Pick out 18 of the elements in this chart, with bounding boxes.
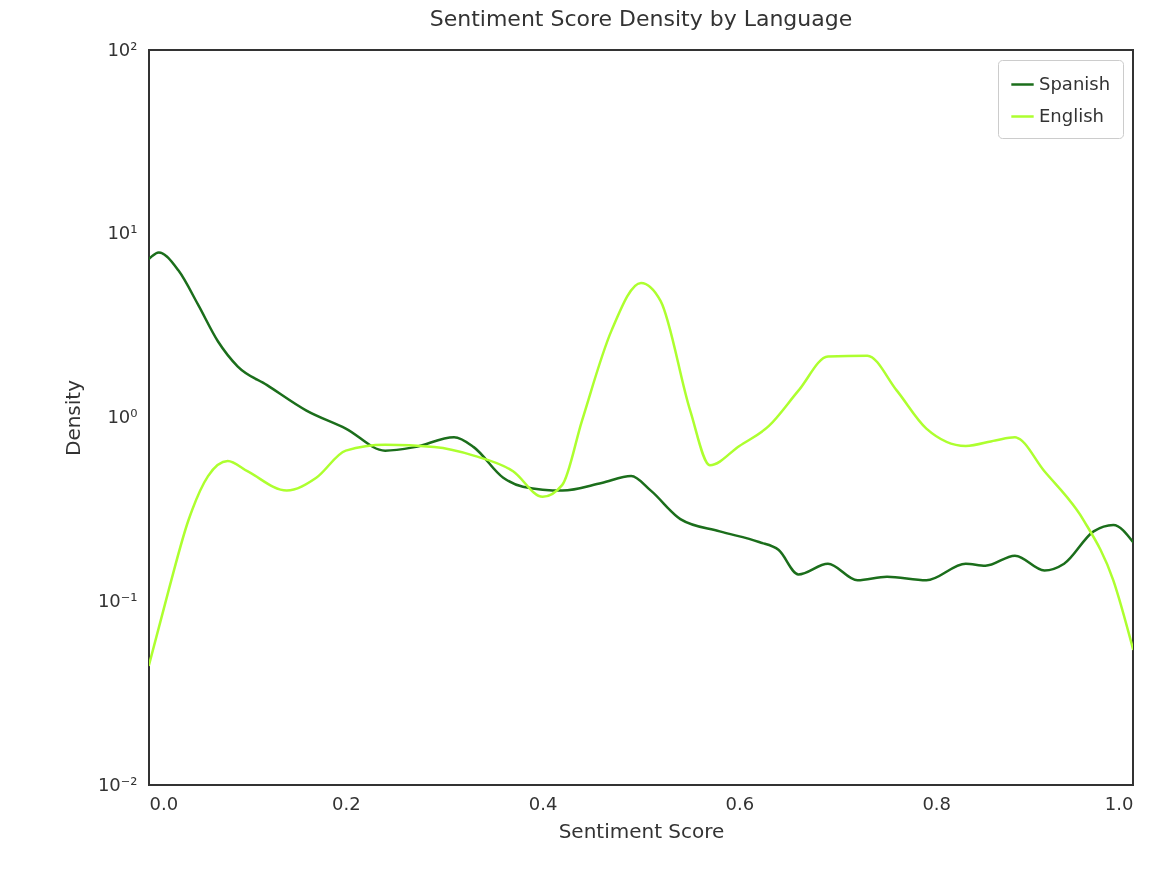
y-tick-label: 10⁻² (97, 773, 138, 795)
x-axis-title: Sentiment Score (558, 818, 725, 843)
x-tick-label: 0.6 (725, 792, 755, 814)
chart-title: Sentiment Score Density by Language (429, 6, 853, 31)
x-tick-label: 0.4 (528, 792, 558, 814)
y-tick-label: 10⁻¹ (97, 589, 138, 611)
y-axis-title: Density (60, 379, 85, 457)
x-tick-label: 0.0 (149, 792, 179, 814)
legend-label: English (1039, 104, 1104, 126)
line-series (149, 281, 1133, 667)
x-tick-label: 0.2 (331, 792, 361, 814)
x-tick-label: 1.0 (1104, 792, 1134, 814)
x-tick-label: 0.8 (922, 792, 952, 814)
line-series (149, 251, 1133, 582)
legend-label: Spanish (1039, 72, 1111, 94)
y-tick-label: 10⁰ (107, 406, 138, 427)
y-tick-label: 10¹ (107, 222, 138, 244)
y-tick-label: 10² (107, 38, 138, 60)
